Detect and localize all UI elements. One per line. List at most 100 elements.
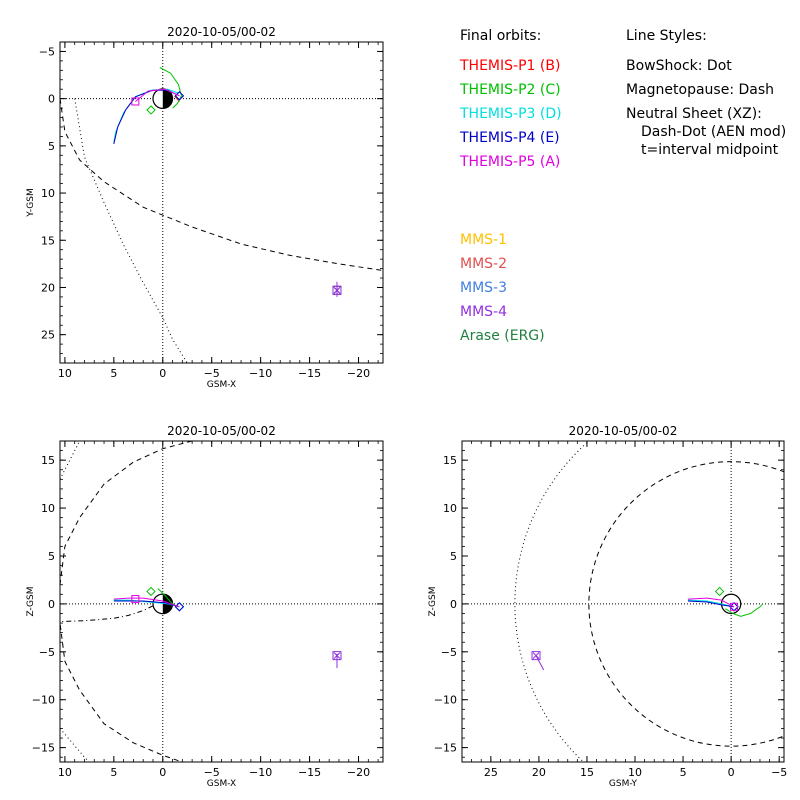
y-tick-label: 15 xyxy=(443,454,457,467)
legend-style-magnetopause: Magnetopause: Dash xyxy=(626,82,774,98)
legend-item-mms-1: MMS-1 xyxy=(460,232,507,248)
y-tick-label: −5 xyxy=(441,646,457,659)
y-tick-label: −15 xyxy=(32,742,55,755)
y-tick-label: −10 xyxy=(32,694,55,707)
panel-yz-title: 2020-10-05/00-02 xyxy=(569,424,678,438)
orbit-mms-4-marker-cross xyxy=(532,652,540,659)
y-tick-label: 10 xyxy=(443,502,457,515)
legend-style-bowshock: BowShock: Dot xyxy=(626,58,732,74)
orbit-themis-p5-a-marker xyxy=(131,97,140,106)
legend-style-time-note: t=interval midpoint xyxy=(641,142,779,158)
y-tick-label: 5 xyxy=(48,550,55,563)
panel-yz-frame xyxy=(461,440,785,763)
legend-item-themis-p4: THEMIS-P4 (E) xyxy=(459,130,560,146)
panel-yz-plot-area xyxy=(462,441,784,762)
x-tick-label: −10 xyxy=(249,367,272,380)
x-tick-label: 10 xyxy=(58,367,72,380)
y-tick-label: 5 xyxy=(450,550,457,563)
legend-item-themis-p5: THEMIS-P5 (A) xyxy=(459,154,560,170)
orbit-themis-p5-a xyxy=(113,597,180,608)
panel-xz-ylabel: Z-GSM xyxy=(26,586,36,616)
x-tick-label: 0 xyxy=(728,766,735,779)
x-tick-label: −20 xyxy=(347,367,370,380)
y-tick-label: −15 xyxy=(434,742,457,755)
y-tick-label: 0 xyxy=(450,598,457,611)
panel-xz: 2020-10-05/00-02 10 5 0 −5 −10 −15 −20 15 10 5 0 −5 −… xyxy=(26,424,384,789)
orbit-mms-4-marker-cross xyxy=(333,652,341,659)
orbit-mms-4 xyxy=(535,655,545,671)
y-tick-label: −5 xyxy=(39,646,55,659)
legend-orbits-heading: Final orbits: xyxy=(460,28,541,44)
panel-xy: 2020-10-05/00-02 10 5 0 −5 −10 −15 −20 −5 0 5 10 15 2… xyxy=(26,25,384,390)
orbit-themis-p4-e xyxy=(113,600,180,608)
x-tick-label: 15 xyxy=(580,766,594,779)
y-tick-label: 20 xyxy=(41,281,55,294)
legend-style-neutral-sheet: Neutral Sheet (XZ): xyxy=(626,106,762,122)
panel-xy-plot-area xyxy=(60,42,383,363)
neutral-sheet-curve xyxy=(60,605,154,623)
orbit-mms-4-marker xyxy=(332,285,342,295)
orbit-themis-p5-a-marker xyxy=(131,595,140,604)
x-tick-label: 5 xyxy=(110,367,117,380)
x-tick-label: −15 xyxy=(298,766,321,779)
magnetopause-curve xyxy=(60,441,193,762)
orbit-mms-4-marker-cross xyxy=(333,286,341,294)
y-tick-label: 0 xyxy=(48,598,55,611)
legend-item-mms-3: MMS-3 xyxy=(460,280,507,296)
x-tick-label: 10 xyxy=(628,766,642,779)
orbit-themis-p2-c xyxy=(159,67,182,109)
x-tick-label: −5 xyxy=(771,766,787,779)
orbit-themis-p5-a xyxy=(687,597,735,608)
legend-item-arase: Arase (ERG) xyxy=(460,328,545,344)
x-tick-label: −15 xyxy=(298,367,321,380)
panel-xy-xlabel: GSM-X xyxy=(207,380,236,390)
y-tick-label: −5 xyxy=(39,45,55,58)
legend-item-mms-2: MMS-2 xyxy=(460,256,507,272)
x-tick-label: 10 xyxy=(58,766,72,779)
y-tick-label: 5 xyxy=(48,140,55,153)
panel-xz-xlabel: GSM-X xyxy=(207,779,236,789)
y-tick-label: 25 xyxy=(41,329,55,342)
legend-item-themis-p1: THEMIS-P1 (B) xyxy=(459,58,560,74)
panel-xz-plot-area xyxy=(60,441,383,762)
orbit-themis-p2-c-marker xyxy=(714,586,725,597)
orbit-mms-4-marker xyxy=(531,651,541,661)
legend-item-mms-4: MMS-4 xyxy=(460,304,507,320)
x-tick-label: 20 xyxy=(532,766,546,779)
y-tick-label: 15 xyxy=(41,454,55,467)
legend-item-themis-p3: THEMIS-P3 (D) xyxy=(459,106,562,122)
x-tick-label: 25 xyxy=(484,766,498,779)
panel-xy-ylabel: Y-GSM xyxy=(26,188,36,217)
x-tick-label: 5 xyxy=(680,766,687,779)
x-tick-label: −5 xyxy=(204,766,220,779)
orbit-themis-p4-e xyxy=(687,600,735,608)
y-tick-label: 0 xyxy=(48,93,55,106)
magnetopause-curve xyxy=(60,98,383,271)
orbit-themis-p2-c-marker xyxy=(146,105,156,115)
legend-style-dash-dot: Dash-Dot (AEN mod) xyxy=(641,124,786,140)
x-tick-label: 0 xyxy=(159,766,166,779)
panel-xz-title: 2020-10-05/00-02 xyxy=(167,424,276,438)
orbit-mms-4-marker xyxy=(332,651,342,661)
panel-xy-title: 2020-10-05/00-02 xyxy=(167,25,276,39)
y-tick-label: 15 xyxy=(41,234,55,247)
x-tick-label: −20 xyxy=(347,766,370,779)
bow-shock-curve xyxy=(74,98,188,363)
panel-yz: 2020-10-05/00-02 25 20 15 10 5 0 −5 15 10 5 0 −5 −10 −… xyxy=(428,424,787,789)
orbit-themis-p2-c-marker xyxy=(146,586,156,597)
magnetopause-curve xyxy=(588,461,784,747)
y-tick-label: −10 xyxy=(434,694,457,707)
panel-yz-ylabel: Z-GSM xyxy=(428,586,438,616)
y-tick-label: 10 xyxy=(41,502,55,515)
legend-styles-heading: Line Styles: xyxy=(626,28,707,44)
x-tick-label: 5 xyxy=(110,766,117,779)
legend: Final orbits: Line Styles: THEMIS-P1 (B)… xyxy=(459,28,786,344)
panel-yz-xlabel: GSM-Y xyxy=(609,779,638,789)
bow-shock-curve xyxy=(60,728,91,762)
y-tick-label: 10 xyxy=(41,187,55,200)
orbit-themis-p2-c xyxy=(725,603,764,617)
legend-item-themis-p2: THEMIS-P2 (C) xyxy=(459,82,561,98)
orbit-themis-p5-a-marker xyxy=(730,602,739,611)
x-tick-label: −5 xyxy=(204,367,220,380)
